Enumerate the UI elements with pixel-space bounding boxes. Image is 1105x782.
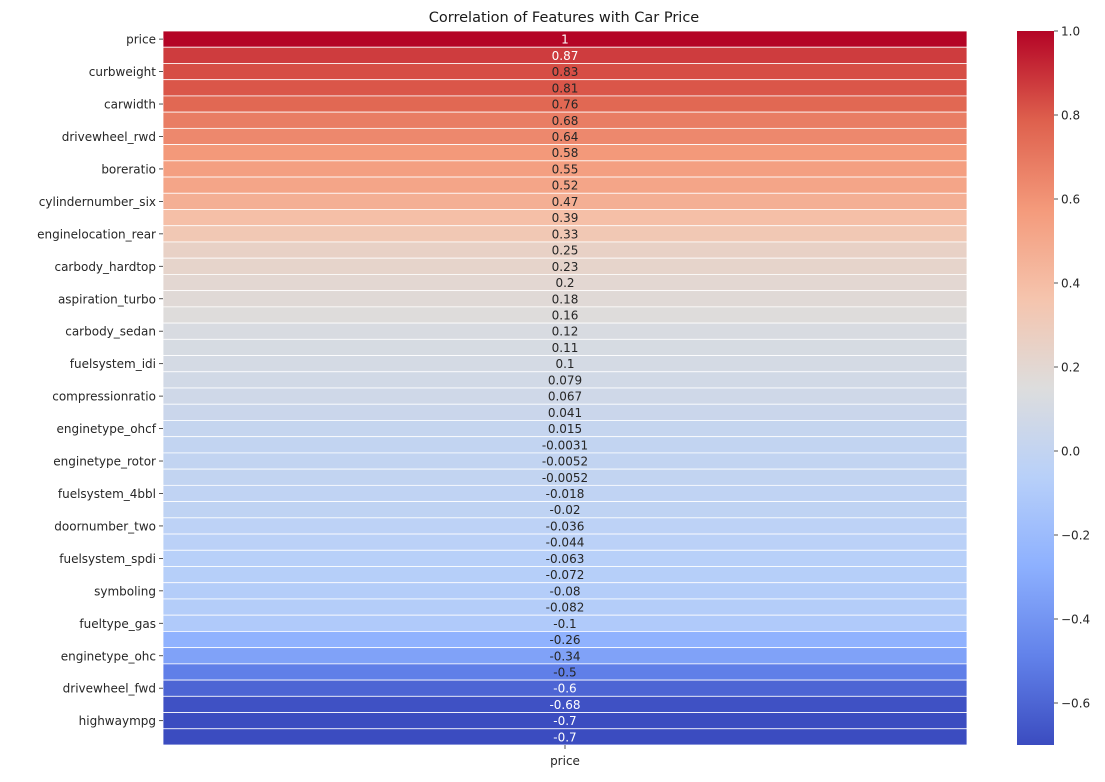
y-tick-label: boreratio bbox=[101, 162, 156, 176]
colorbar-tick-label: 0.4 bbox=[1061, 277, 1080, 291]
cell-value-label: 0.87 bbox=[552, 49, 579, 63]
y-axis-tick-labels: price curbweight carwidth drivewheel_rwdbor… bbox=[37, 33, 163, 728]
cell-value-label: -0.082 bbox=[546, 601, 585, 615]
colorbar-tick-label: 0.8 bbox=[1061, 109, 1080, 123]
cell-value-label: -0.08 bbox=[549, 584, 580, 598]
y-tick-label: cylindernumber_six bbox=[39, 195, 156, 209]
cell-value-label: 0.64 bbox=[552, 130, 579, 144]
cell-value-label: -0.018 bbox=[546, 487, 585, 501]
cell-value-label: -0.036 bbox=[546, 519, 585, 533]
cell-value-label: -0.0052 bbox=[542, 471, 588, 485]
y-tick-label: fuelsystem_spdi bbox=[59, 552, 156, 566]
cell-value-label: 1 bbox=[561, 33, 569, 47]
cell-value-label: 0.067 bbox=[548, 390, 582, 404]
cell-value-label: 0.18 bbox=[552, 292, 579, 306]
colorbar-gradient bbox=[1017, 31, 1054, 745]
cell-value-label: -0.34 bbox=[549, 649, 580, 663]
cell-value-label: -0.063 bbox=[546, 552, 585, 566]
cell-value-label: 0.39 bbox=[552, 211, 579, 225]
cell-value-label: 0.079 bbox=[548, 373, 582, 387]
x-tick-label: price bbox=[550, 754, 580, 768]
cell-value-label: -0.044 bbox=[546, 536, 585, 550]
y-tick-label: doornumber_two bbox=[54, 519, 156, 533]
x-axis-tick-labels: price bbox=[550, 745, 580, 768]
cell-value-label: 0.015 bbox=[548, 422, 582, 436]
cell-value-label: -0.68 bbox=[549, 698, 580, 712]
chart-title: Correlation of Features with Car Price bbox=[429, 10, 700, 26]
cell-value-label: -0.072 bbox=[546, 568, 585, 582]
cell-value-label: 0.2 bbox=[555, 276, 574, 290]
y-tick-label: carwidth bbox=[104, 98, 156, 112]
cell-value-label: 0.33 bbox=[552, 227, 579, 241]
y-tick-label: enginelocation_rear bbox=[37, 227, 156, 241]
y-tick-label: aspiration_turbo bbox=[58, 292, 156, 306]
y-tick-label: carbody_sedan bbox=[65, 325, 156, 339]
cell-value-label: 0.83 bbox=[552, 65, 579, 79]
cell-value-label: 0.47 bbox=[552, 195, 579, 209]
colorbar-tick-label: −0.4 bbox=[1061, 613, 1090, 627]
cell-value-label: -0.6 bbox=[553, 682, 576, 696]
y-tick-label: enginetype_ohcf bbox=[56, 422, 156, 436]
cell-value-label: 0.041 bbox=[548, 406, 582, 420]
cell-value-label: -0.02 bbox=[549, 503, 580, 517]
cell-value-label: 0.11 bbox=[552, 341, 579, 355]
cell-value-label: 0.52 bbox=[552, 179, 579, 193]
cell-value-label: 0.1 bbox=[555, 357, 574, 371]
cell-value-label: -0.0031 bbox=[542, 438, 588, 452]
cell-value-label: 0.16 bbox=[552, 308, 579, 322]
cell-value-label: 0.25 bbox=[552, 244, 579, 258]
colorbar: 1.0 0.8 0.6 0.4 0.2 0.0 −0.2 −0.4 −0.6 bbox=[1017, 25, 1090, 745]
cell-value-label: -0.0052 bbox=[542, 455, 588, 469]
cell-value-label: 0.81 bbox=[552, 81, 579, 95]
colorbar-tick-label: 1.0 bbox=[1061, 25, 1080, 39]
colorbar-tick-label: 0.2 bbox=[1061, 361, 1080, 375]
y-tick-label: carbody_hardtop bbox=[54, 260, 156, 274]
cell-value-label: 0.76 bbox=[552, 98, 579, 112]
cell-value-label: 0.55 bbox=[552, 162, 579, 176]
cell-value-label: -0.26 bbox=[549, 633, 580, 647]
cell-value-label: 0.12 bbox=[552, 325, 579, 339]
colorbar-tick-label: 0.6 bbox=[1061, 193, 1080, 207]
y-tick-label: symboling bbox=[94, 584, 156, 598]
cell-value-label: 0.68 bbox=[552, 114, 579, 128]
cell-value-label: 0.23 bbox=[552, 260, 579, 274]
colorbar-tick-label: −0.6 bbox=[1061, 697, 1090, 711]
y-tick-label: curbweight bbox=[89, 65, 157, 79]
heatmap-cells: 1 0.87 0.83 0.81 0.76 0.68 0.64 0.58 0.55 0.52 0.4… bbox=[162, 30, 968, 746]
y-tick-label: highwaympg bbox=[79, 714, 156, 728]
y-tick-label: enginetype_rotor bbox=[53, 455, 156, 469]
y-tick-label: enginetype_ohc bbox=[61, 649, 156, 663]
cell-value-label: 0.58 bbox=[552, 146, 579, 160]
colorbar-tick-label: −0.2 bbox=[1061, 529, 1090, 543]
y-tick-label: fueltype_gas bbox=[79, 617, 156, 631]
cell-value-label: -0.7 bbox=[553, 714, 576, 728]
y-tick-label: drivewheel_fwd bbox=[63, 682, 156, 696]
y-tick-label: fuelsystem_4bbl bbox=[58, 487, 156, 501]
y-tick-label: fuelsystem_idi bbox=[70, 357, 156, 371]
y-tick-label: drivewheel_rwd bbox=[62, 130, 156, 144]
cell-value-label: -0.7 bbox=[553, 730, 576, 744]
y-tick-label: price bbox=[126, 33, 156, 47]
cell-value-label: -0.5 bbox=[553, 665, 576, 679]
colorbar-tick-label: 0.0 bbox=[1061, 445, 1080, 459]
y-tick-label: compressionratio bbox=[52, 390, 156, 404]
cell-value-label: -0.1 bbox=[553, 617, 576, 631]
